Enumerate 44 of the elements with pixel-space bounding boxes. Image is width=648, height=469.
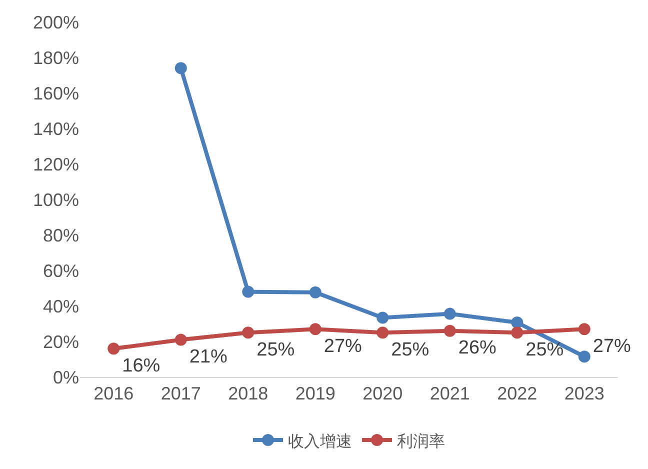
x-tick-label: 2016 bbox=[94, 384, 134, 404]
point bbox=[376, 312, 389, 324]
y-tick-label: 200% bbox=[32, 12, 79, 32]
point bbox=[309, 323, 322, 336]
point bbox=[174, 334, 187, 346]
point bbox=[242, 286, 254, 298]
point bbox=[174, 62, 187, 74]
point bbox=[108, 342, 120, 355]
y-tick-label: 160% bbox=[32, 83, 79, 104]
point bbox=[511, 326, 524, 339]
legend-label: 收入增速 bbox=[288, 432, 352, 450]
y-tick-label: 20% bbox=[42, 332, 79, 352]
y-tick-label: 120% bbox=[32, 154, 79, 174]
x-tick-label: 2023 bbox=[564, 384, 604, 404]
point bbox=[444, 308, 456, 320]
y-tick-label: 140% bbox=[32, 118, 79, 139]
y-tick-label: 0% bbox=[52, 367, 79, 388]
data-label: 16% bbox=[122, 355, 160, 376]
x-tick-label: 2017 bbox=[160, 384, 201, 404]
x-tick-label: 2019 bbox=[295, 384, 336, 404]
data-label: 26% bbox=[458, 338, 497, 359]
point bbox=[242, 326, 254, 339]
x-tick-label: 2018 bbox=[228, 384, 268, 404]
point bbox=[578, 350, 590, 363]
y-tick-label: 80% bbox=[42, 225, 79, 246]
x-tick-label: 2021 bbox=[430, 384, 470, 404]
y-tick-label: 40% bbox=[42, 296, 79, 316]
data-label: 27% bbox=[592, 336, 632, 357]
x-tick-label: 2022 bbox=[497, 384, 538, 404]
y-tick-label: 180% bbox=[32, 48, 79, 68]
data-label: 25% bbox=[526, 339, 564, 360]
y-tick-label: 60% bbox=[42, 260, 79, 281]
point bbox=[309, 286, 322, 298]
point bbox=[578, 323, 590, 336]
data-label: 25% bbox=[256, 339, 295, 360]
point bbox=[511, 316, 524, 329]
point bbox=[376, 326, 389, 339]
x-tick-label: 2020 bbox=[362, 384, 403, 404]
data-label: 25% bbox=[391, 339, 430, 360]
data-label: 21% bbox=[189, 346, 228, 368]
point bbox=[444, 324, 456, 337]
y-tick-label: 100% bbox=[32, 190, 79, 210]
legend-label: 利润率 bbox=[397, 432, 445, 450]
data-label: 27% bbox=[324, 336, 362, 357]
